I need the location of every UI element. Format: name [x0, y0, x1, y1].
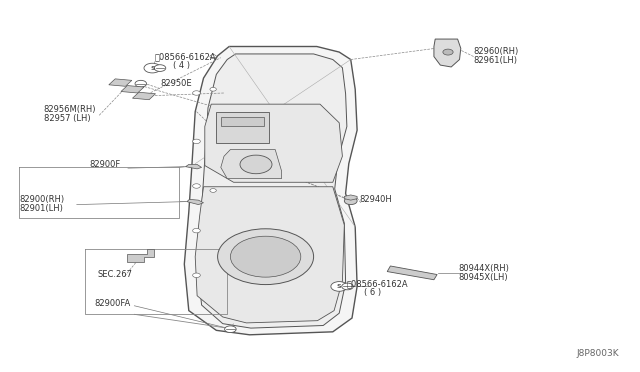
Text: J8P8003K: J8P8003K	[577, 349, 620, 358]
Polygon shape	[216, 112, 269, 143]
Circle shape	[210, 189, 216, 192]
Text: 82956M(RH): 82956M(RH)	[44, 105, 96, 113]
Circle shape	[193, 184, 200, 188]
Circle shape	[225, 326, 236, 333]
Text: 82940H: 82940H	[360, 195, 392, 204]
Text: Ⓝ08566-6162A: Ⓝ08566-6162A	[347, 279, 408, 288]
Text: 82901(LH): 82901(LH)	[19, 203, 63, 212]
Circle shape	[135, 80, 147, 87]
Polygon shape	[121, 86, 144, 93]
Text: 82960(RH): 82960(RH)	[474, 47, 519, 56]
Circle shape	[344, 197, 357, 205]
Text: 82900FA: 82900FA	[95, 299, 131, 308]
Circle shape	[193, 228, 200, 233]
Polygon shape	[132, 92, 156, 100]
Polygon shape	[197, 54, 347, 328]
Text: S: S	[150, 65, 155, 71]
Text: SEC.267: SEC.267	[97, 270, 132, 279]
Text: 82957 (LH): 82957 (LH)	[44, 114, 90, 123]
Polygon shape	[109, 79, 132, 86]
Polygon shape	[434, 39, 461, 67]
Circle shape	[193, 139, 200, 144]
Polygon shape	[186, 164, 202, 169]
Text: ( 6 ): ( 6 )	[364, 288, 381, 297]
Polygon shape	[184, 46, 357, 335]
Text: ( 4 ): ( 4 )	[173, 61, 190, 70]
Circle shape	[193, 91, 200, 95]
Polygon shape	[205, 104, 342, 182]
Polygon shape	[187, 199, 204, 205]
Polygon shape	[344, 195, 357, 200]
Circle shape	[443, 49, 453, 55]
Circle shape	[331, 282, 348, 291]
Text: S: S	[337, 284, 342, 289]
Text: 80945X(LH): 80945X(LH)	[458, 273, 508, 282]
Circle shape	[210, 87, 216, 91]
Circle shape	[144, 63, 161, 73]
Text: 82900(RH): 82900(RH)	[19, 195, 65, 203]
Polygon shape	[127, 249, 154, 262]
Polygon shape	[221, 117, 264, 126]
Polygon shape	[387, 266, 437, 280]
Polygon shape	[195, 187, 344, 323]
Circle shape	[240, 155, 272, 174]
Circle shape	[218, 229, 314, 285]
Text: 82961(LH): 82961(LH)	[474, 56, 518, 65]
Text: Ⓝ08566-6162A: Ⓝ08566-6162A	[155, 52, 216, 61]
Circle shape	[230, 236, 301, 277]
Polygon shape	[221, 150, 282, 179]
Circle shape	[193, 273, 200, 278]
Circle shape	[210, 55, 216, 58]
Circle shape	[342, 283, 353, 290]
Circle shape	[154, 65, 166, 71]
Text: 82950E: 82950E	[160, 79, 191, 88]
Text: 82900F: 82900F	[90, 160, 121, 169]
Text: 80944X(RH): 80944X(RH)	[458, 264, 509, 273]
